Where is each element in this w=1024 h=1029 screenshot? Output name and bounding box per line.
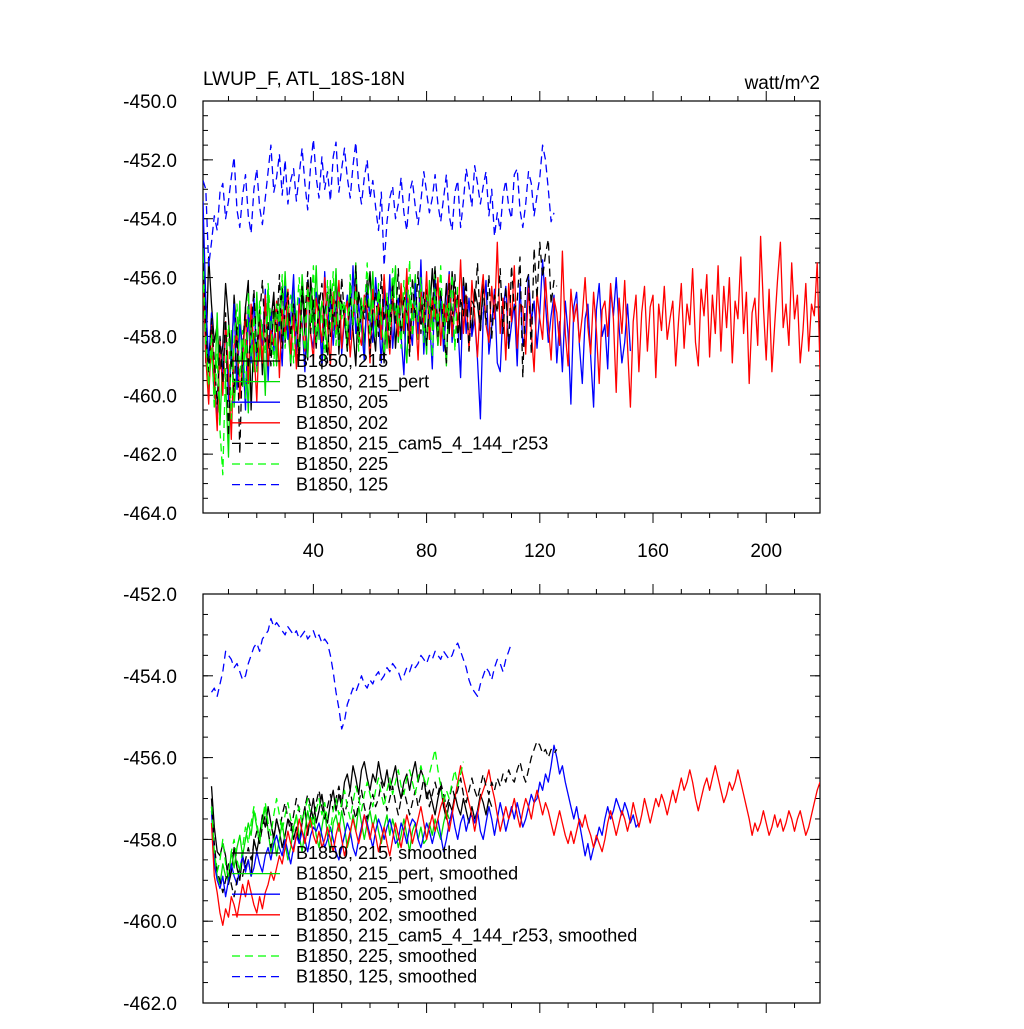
y-tick-label: -462.0 xyxy=(123,445,177,466)
x-tick-label: 120 xyxy=(524,541,556,562)
series-line-7 xyxy=(210,617,513,730)
legend-label-5: B1850, 215_cam5_4_144_r253, smoothed xyxy=(296,925,637,946)
series-line-4 xyxy=(210,765,820,926)
y-tick-label: -452.0 xyxy=(123,585,177,606)
x-tick-label: 160 xyxy=(637,541,669,562)
legend-label-1: B1850, 215, smoothed xyxy=(296,843,477,863)
series-line-1 xyxy=(210,761,493,886)
y-tick-label: -454.0 xyxy=(123,210,177,231)
legend-label-6: B1850, 225, smoothed xyxy=(296,946,477,966)
legend-label-3: B1850, 205, smoothed xyxy=(296,884,477,904)
y-tick-label: -460.0 xyxy=(123,912,177,933)
y-tick-label: -456.0 xyxy=(123,749,177,770)
legend-label-7: B1850, 125 xyxy=(296,475,388,495)
x-tick-label: 80 xyxy=(416,541,437,562)
series-line-5 xyxy=(210,740,558,898)
y-tick-label: -456.0 xyxy=(123,269,177,290)
series-line-5 xyxy=(203,238,558,455)
legend-label-5: B1850, 215_cam5_4_144_r253 xyxy=(296,433,548,454)
legend-label-7: B1850, 125, smoothed xyxy=(296,967,477,987)
y-tick-label: -450.0 xyxy=(123,92,177,113)
chart-panel-2: -452.0 -454.0 -456.0 -458.0 -460.0 -462.0 B185… xyxy=(123,584,821,1015)
y-tick-label: -454.0 xyxy=(123,667,177,688)
x-tick-label: 40 xyxy=(303,541,324,562)
legend-label-6: B1850, 225 xyxy=(296,454,388,474)
chart-panel-1: -450.0 -452.0 -454.0 -456.0 -458.0 -460.0 -462… xyxy=(123,69,821,562)
y-tick-label: -460.0 xyxy=(123,386,177,407)
series-line-6 xyxy=(203,259,459,476)
series-line-6 xyxy=(210,748,465,877)
y-tick-label: -462.0 xyxy=(123,994,177,1015)
y-tick-label: -464.0 xyxy=(123,504,177,525)
y-tick-label: -458.0 xyxy=(123,327,177,348)
legend-label-4: B1850, 202 xyxy=(296,413,388,433)
series-group xyxy=(203,138,820,476)
series-line-2 xyxy=(210,806,450,886)
legend-label-3: B1850, 205 xyxy=(296,392,388,412)
series-line-7 xyxy=(203,138,555,267)
y-tick-label: -452.0 xyxy=(123,151,177,172)
series-group xyxy=(210,617,820,926)
x-tick-label: 200 xyxy=(750,541,782,562)
legend-label-1: B1850, 215 xyxy=(296,351,388,371)
legend-label-2: B1850, 215_pert, smoothed xyxy=(296,864,518,885)
chart-title: LWUP_F, ATL_18S-18N xyxy=(203,69,405,90)
chart-units: watt/m^2 xyxy=(744,73,820,94)
legend-label-2: B1850, 215_pert xyxy=(296,372,429,393)
legend-label-4: B1850, 202, smoothed xyxy=(296,905,477,925)
y-tick-label: -458.0 xyxy=(123,830,177,851)
